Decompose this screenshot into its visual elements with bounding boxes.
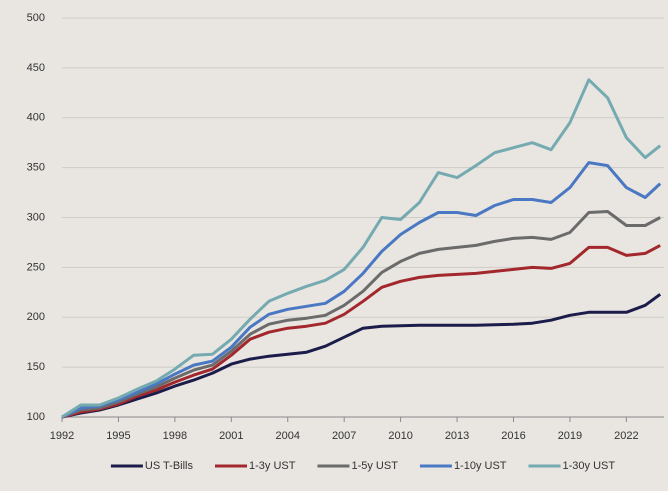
series-line xyxy=(61,244,661,419)
series-line xyxy=(61,210,661,419)
x-tick-label: 2019 xyxy=(558,430,582,442)
x-tick-label: 2022 xyxy=(614,430,638,442)
series-line xyxy=(61,293,662,419)
series-line xyxy=(61,161,662,419)
y-tick-label: 300 xyxy=(27,211,45,223)
x-tick-label: 2001 xyxy=(219,430,243,442)
x-tick-label: 2004 xyxy=(276,430,300,442)
x-tick-label: 1998 xyxy=(163,430,187,442)
y-tick-label: 150 xyxy=(27,361,45,373)
legend-label: 1-10y UST xyxy=(454,460,507,472)
legend-label: 1-3y UST xyxy=(249,460,296,472)
x-tick-label: 2016 xyxy=(501,430,525,442)
y-tick-label: 400 xyxy=(27,112,45,124)
x-tick-label: 1995 xyxy=(106,430,130,442)
legend-label: 1-5y UST xyxy=(351,460,398,472)
legend: US T-Bills 1-3y UST 1-5y UST 1-10y UST 1-30y… xyxy=(110,460,616,472)
y-tick-label: 350 xyxy=(27,162,45,174)
legend-label: US T-Bills xyxy=(145,460,194,472)
x-tick-label: 2013 xyxy=(445,430,469,442)
y-tick-label: 500 xyxy=(27,12,45,24)
y-tick-label: 250 xyxy=(27,261,45,273)
y-tick-label: 200 xyxy=(27,311,45,323)
y-tick-label: 100 xyxy=(27,411,45,423)
legend-label: 1-30y UST xyxy=(563,460,616,472)
x-tick-label: 2007 xyxy=(332,430,356,442)
y-tick-label: 450 xyxy=(27,62,45,74)
series-line xyxy=(61,78,662,419)
x-tick-label: 1992 xyxy=(50,430,74,442)
x-tick-label: 2010 xyxy=(388,430,412,442)
